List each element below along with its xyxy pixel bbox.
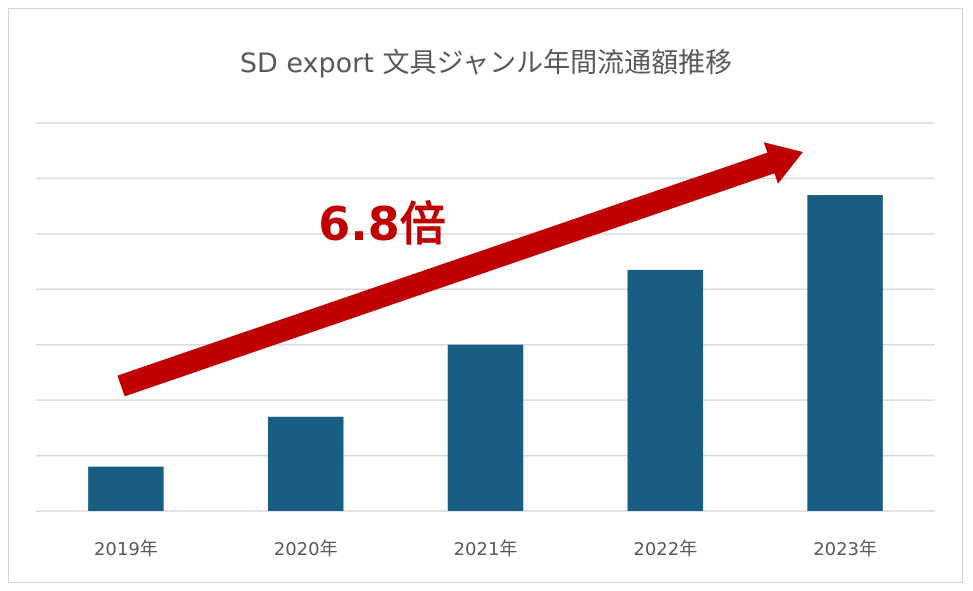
bar-2023年 (807, 195, 883, 512)
bar-2019年 (88, 466, 164, 511)
bar-2022年 (627, 269, 704, 511)
x-tick-label-2023年: 2023年 (813, 539, 877, 560)
x-tick-labels: 2019年 2020年 2021年 2022年 2023年 (94, 539, 877, 560)
bar-2021年 (447, 344, 524, 511)
chart-title: SD export 文具ジャンル年間流通額推移 (240, 48, 732, 79)
grid-lines (36, 122, 935, 512)
growth-arrow (117, 142, 803, 397)
x-tick-label-2020年: 2020年 (274, 539, 338, 560)
x-tick-label-2019年: 2019年 (94, 539, 158, 560)
x-tick-label-2021年: 2021年 (454, 539, 518, 560)
bar-2020年 (267, 416, 344, 511)
bars (88, 195, 883, 512)
growth-callout: 6.8倍 (318, 197, 446, 251)
x-tick-label-2022年: 2022年 (633, 539, 697, 560)
